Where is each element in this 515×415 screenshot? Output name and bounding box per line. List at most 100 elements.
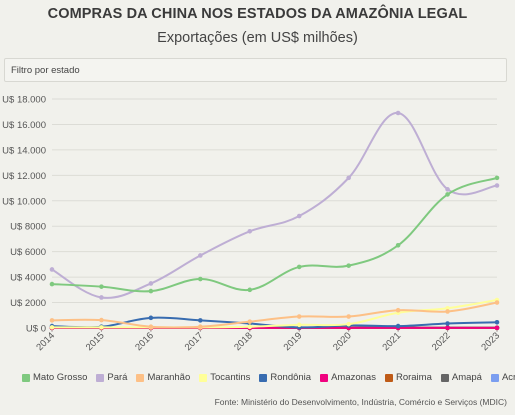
series-mato-grosso[interactable] [49,175,500,294]
data-point-para[interactable] [49,267,55,272]
data-point-tocantins[interactable] [99,325,104,330]
source-note: Fonte: Ministério do Desenvolvimento, In… [214,397,507,407]
data-point-maranhao[interactable] [99,317,104,323]
legend-swatch [384,373,393,382]
data-point-mato-grosso[interactable] [445,192,450,197]
series-lines [49,110,500,331]
legend-label: Acre [501,372,515,383]
series-para[interactable] [49,110,500,300]
data-point-maranhao[interactable] [148,324,154,330]
data-point-rondonia[interactable] [445,321,450,326]
legend-item-acre[interactable]: Acre [490,372,515,383]
data-point-para[interactable] [296,213,302,219]
x-tick-label: 2018 [232,330,255,353]
data-point-maranhao[interactable] [494,300,500,305]
chart-subtitle: Exportações (em US$ milhões) [157,30,358,46]
x-tick-label: 2022 [430,330,453,353]
data-point-mato-grosso[interactable] [198,276,203,282]
y-tick-label: U$ 18.000 [2,95,46,106]
legend-label: Tocantins [210,372,251,383]
legend-item-para[interactable]: Pará [96,372,127,383]
legend-label: Maranhão [147,372,191,383]
series-line-para[interactable] [51,111,498,299]
data-point-rondonia[interactable] [198,318,203,323]
legend-swatch [440,373,449,382]
data-point-amazonas[interactable] [494,325,500,331]
chart-title: COMPRAS DA CHINA NOS ESTADOS DA AMAZÔNIA… [47,6,468,22]
data-point-para[interactable] [148,281,154,286]
data-point-para[interactable] [494,183,500,188]
legend-label: Amazonas [331,372,376,383]
y-tick-label: U$ 2000 [10,298,46,309]
x-tick-label: 2016 [133,330,156,353]
data-point-maranhao[interactable] [395,307,401,313]
legend-label: Roraima [395,372,432,383]
y-axis-ticks: U$ 0 U$ 2000 U$ 4000 U$ 6000 U$ 8000 U$ 10.00… [2,95,46,335]
data-point-rondonia[interactable] [148,315,154,321]
x-tick-label: 2023 [479,330,502,353]
legend-item-amapa[interactable]: Amapá [440,372,482,383]
data-point-mato-grosso[interactable] [49,281,55,287]
data-point-para[interactable] [99,295,104,300]
state-filter-label: Filtro por estado [11,65,80,76]
legend-label: Pará [107,372,128,383]
data-point-mato-grosso[interactable] [247,287,253,293]
x-tick-label: 2017 [183,330,206,353]
data-point-para[interactable] [198,253,203,258]
legend-label: Amapá [451,372,482,383]
series-line-maranhao[interactable] [51,301,498,329]
data-point-maranhao[interactable] [296,314,302,319]
data-point-tocantins[interactable] [445,305,450,311]
y-tick-label: U$ 12.000 [2,171,46,182]
legend-item-tocantins[interactable]: Tocantins [199,372,250,383]
data-point-maranhao[interactable] [49,318,55,323]
data-point-tocantins[interactable] [49,325,55,330]
legend-label: Mato Grosso [33,372,88,383]
state-filter-dropdown[interactable]: Filtro por estado [4,58,507,82]
data-point-mato-grosso[interactable] [395,243,401,248]
x-tick-label: 2015 [84,330,107,353]
data-point-tocantins[interactable] [346,321,351,327]
x-tick-label: 2020 [331,330,354,353]
legend-item-maranhao[interactable]: Maranhão [136,372,190,383]
data-point-para[interactable] [346,175,351,181]
data-point-rondonia[interactable] [494,319,500,325]
data-point-para[interactable] [445,187,450,192]
y-tick-label: U$ 0 [26,324,46,335]
y-tick-label: U$ 4000 [10,273,46,284]
data-point-tocantins[interactable] [247,324,253,330]
legend-swatch [22,373,30,382]
data-point-mato-grosso[interactable] [148,288,154,294]
x-tick-label: 2021 [381,330,404,353]
data-point-maranhao[interactable] [346,314,351,319]
chart-legend: Mato Grosso Pará Maranhão Tocantins Rondônia… [22,372,515,383]
legend-item-rondonia[interactable]: Rondônia [259,372,311,383]
data-point-mato-grosso[interactable] [99,284,104,289]
y-tick-label: U$ 16.000 [2,120,46,131]
y-tick-label: U$ 14.000 [2,145,46,156]
legend-item-mato-grosso[interactable]: Mato Grosso [22,372,87,383]
series-line-mato-grosso[interactable] [51,176,498,293]
data-point-para[interactable] [395,110,401,116]
line-chart: U$ 0 U$ 2000 U$ 4000 U$ 6000 U$ 8000 U$ 10.00… [2,95,502,354]
data-point-maranhao[interactable] [445,309,450,314]
data-point-mato-grosso[interactable] [346,263,351,268]
x-tick-label: 2019 [282,330,305,353]
series-maranhao[interactable] [49,300,500,330]
legend-item-amazonas[interactable]: Amazonas [320,372,376,383]
data-point-maranhao[interactable] [198,324,203,330]
y-tick-label: U$ 6000 [10,247,46,258]
data-point-mato-grosso[interactable] [494,175,500,181]
legend-swatch [490,373,499,382]
data-point-mato-grosso[interactable] [296,264,302,270]
x-axis-ticks: 2014 2015 2016 2017 2018 2019 2020 2021 2022 2023 [34,328,502,353]
y-tick-label: U$ 10.000 [2,196,46,207]
legend-swatch [320,373,329,382]
legend-item-roraima[interactable]: Roraima [384,372,432,383]
data-point-rondonia[interactable] [395,323,401,329]
legend-swatch [96,373,105,382]
data-point-tocantins[interactable] [296,322,302,328]
data-point-maranhao[interactable] [247,319,253,324]
data-point-amazonas[interactable] [445,325,450,331]
data-point-para[interactable] [247,229,253,234]
